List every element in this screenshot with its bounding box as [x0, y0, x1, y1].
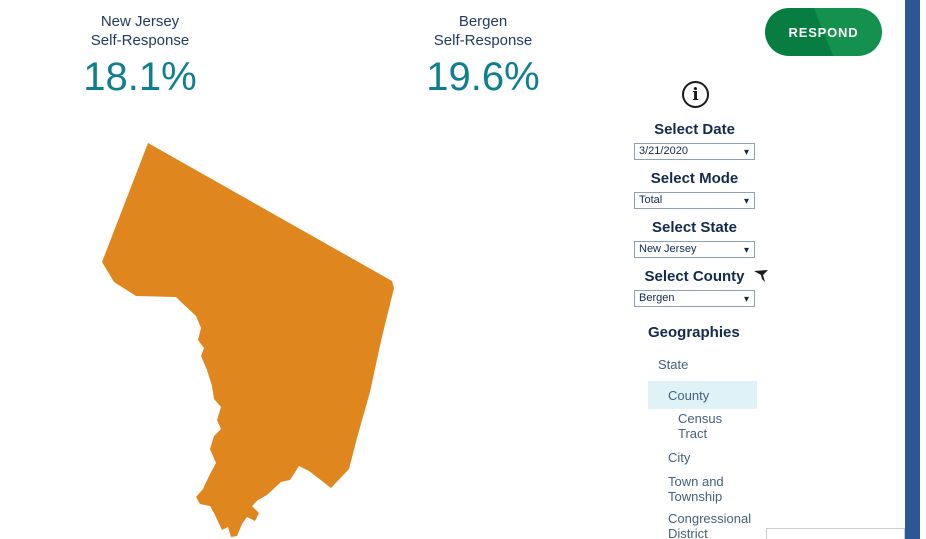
county-select-value: Bergen — [639, 292, 675, 304]
state-select-value: New Jersey — [639, 243, 697, 255]
filter-group-mode: Select Mode Total ▾ — [634, 170, 755, 209]
geo-item-city[interactable]: City — [668, 450, 691, 465]
mode-select-value: Total — [639, 194, 663, 206]
respond-button[interactable]: RESPOND — [765, 8, 882, 56]
county-stat-value: 19.6% — [426, 55, 540, 99]
right-edge-bar — [905, 0, 920, 539]
select-mode-label: Select Mode — [650, 170, 739, 187]
filter-group-state: Select State New Jersey ▾ — [634, 219, 755, 258]
geo-item-county-label: County — [668, 387, 710, 403]
filter-group-date: Select Date 3/21/2020 ▾ — [634, 121, 755, 160]
state-stat-block: New Jersey Self-Response 18.1% — [20, 12, 260, 98]
select-county-label: Select County — [634, 268, 768, 285]
county-select[interactable]: Bergen ▾ — [634, 290, 755, 307]
geo-item-county[interactable]: County — [648, 381, 757, 409]
state-stat-value: 18.1% — [83, 55, 197, 99]
select-date-label: Select Date — [654, 121, 735, 138]
county-stat-block: Bergen Self-Response 19.6% — [363, 12, 603, 98]
partial-legend-box — [766, 528, 905, 539]
geo-item-census-tract[interactable]: Census Tract — [678, 411, 723, 441]
state-stat-label: New Jersey Self-Response — [90, 13, 190, 49]
state-select[interactable]: New Jersey ▾ — [634, 241, 755, 258]
info-icon[interactable]: i — [682, 81, 709, 108]
select-state-label: Select State — [651, 219, 738, 236]
chevron-down-icon: ▾ — [743, 294, 749, 305]
geographies-panel: Geographies State County Census Tract Ci… — [648, 324, 768, 539]
date-select-value: 3/21/2020 — [639, 145, 688, 157]
geo-item-town-township[interactable]: Town and Township — [668, 474, 724, 504]
chevron-down-icon: ▾ — [743, 196, 749, 207]
geo-item-congressional-district[interactable]: Congressional District — [668, 511, 752, 539]
chevron-down-icon: ▾ — [743, 147, 749, 158]
geographies-heading: Geographies — [648, 324, 740, 341]
filter-funnel-icon[interactable] — [753, 269, 773, 288]
geo-item-state[interactable]: State — [658, 357, 689, 372]
date-select[interactable]: 3/21/2020 ▾ — [634, 143, 755, 160]
county-stat-label: Bergen Self-Response — [433, 13, 533, 49]
bergen-county-map-shape[interactable] — [102, 143, 394, 537]
filter-group-county: Select County Bergen ▾ — [634, 268, 768, 307]
mode-select[interactable]: Total ▾ — [634, 192, 755, 209]
chevron-down-icon: ▾ — [743, 245, 749, 256]
